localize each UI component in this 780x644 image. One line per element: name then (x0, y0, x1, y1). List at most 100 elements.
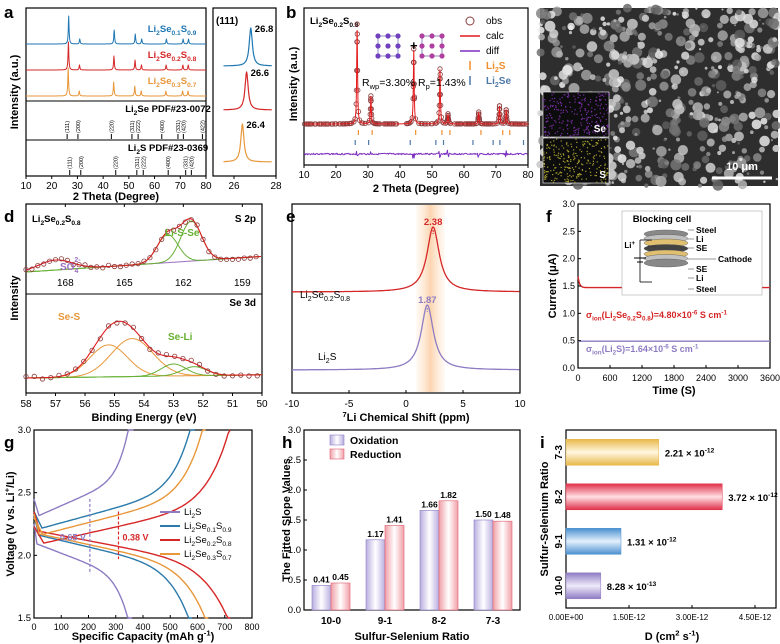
element-map-dot (586, 126, 588, 128)
x-tick-label: 3.00E-12 (676, 613, 709, 622)
sem-particle (638, 164, 643, 169)
element-map-dot (557, 173, 559, 175)
element-map-dot (578, 127, 580, 129)
sem-particle (748, 66, 757, 75)
sem-particle (606, 79, 609, 83)
data-label: 1.50 (475, 509, 492, 519)
crystal-icon (419, 33, 445, 59)
sem-particle (625, 140, 636, 150)
element-map-dot (545, 121, 547, 123)
label-part: Se (195, 535, 207, 546)
sem-particle (568, 83, 580, 94)
sem-particle (734, 131, 744, 142)
sem-particle (580, 66, 584, 70)
sem-particle (538, 72, 547, 81)
sem-particle (723, 168, 734, 179)
element-map-dot (607, 94, 610, 97)
y-tick-label: 2.5 (288, 455, 301, 466)
data-point (114, 320, 120, 326)
element-map-dot (587, 141, 589, 143)
label-part: 0.9 (222, 527, 232, 534)
element-map-dot (576, 163, 578, 165)
label-part: 2 (613, 350, 617, 357)
element-map-dot (547, 134, 549, 137)
sem-particle (617, 172, 627, 182)
cell-layer (643, 258, 689, 268)
element-map-dot (587, 153, 589, 155)
sem-particle (688, 99, 694, 105)
sem-particle (692, 102, 703, 113)
element-map-dot (566, 173, 568, 175)
label-part: S (499, 61, 506, 72)
data-point (147, 255, 153, 261)
element-map-dot (601, 128, 603, 130)
element-map-dot (577, 129, 580, 131)
element-map-dot (593, 145, 595, 147)
element-map-dot (587, 160, 590, 162)
sem-particle (587, 51, 594, 58)
sem-particle (606, 22, 611, 26)
inset-layer-label: SE (696, 243, 708, 253)
element-map-dot (606, 168, 608, 170)
sem-particle (721, 136, 728, 143)
label-part: 0.8 (187, 56, 197, 63)
element-map-dot (560, 155, 562, 157)
reference-hkl: (200) (76, 120, 82, 133)
element-map-dot (594, 114, 596, 117)
sem-particle (631, 29, 637, 35)
element-map-dot (543, 156, 546, 158)
crystal-atom (395, 43, 401, 49)
sem-particle (677, 145, 689, 156)
reference-hkl: (111) (68, 157, 74, 169)
element-map-label: S (599, 170, 606, 181)
label-part: /Li) (5, 471, 17, 488)
element-map-dot (544, 131, 546, 133)
element-map-dot (587, 103, 589, 105)
data-point (238, 372, 244, 378)
sem-particle (625, 102, 629, 106)
reference-hkl: (311) (130, 120, 136, 133)
element-map-dot (581, 163, 583, 165)
sem-particle (636, 146, 644, 155)
sem-particle (686, 131, 692, 137)
element-map-dot (567, 145, 569, 147)
sem-particle (613, 19, 617, 23)
sem-particle (644, 165, 651, 172)
element-map-dot (569, 106, 572, 108)
element-map-dot (588, 123, 591, 125)
element-map-dot (543, 151, 545, 153)
element-map-dot (593, 155, 596, 157)
element-map-dot (583, 94, 585, 96)
element-map-dot (584, 143, 586, 145)
element-map-dot (597, 143, 599, 145)
element-map-dot (577, 131, 579, 133)
element-map-dot (559, 115, 561, 117)
element-map-dot (544, 176, 546, 178)
element-map-dot (591, 121, 593, 123)
label-part: 8.28 × 10 (607, 582, 647, 593)
element-map-dot (584, 140, 586, 142)
element-map-dot (573, 169, 575, 171)
element-map-dot (547, 166, 549, 168)
label-part: 0.7 (222, 555, 232, 562)
sem-particle (642, 57, 653, 69)
element-map-dot (593, 158, 595, 160)
element-map-dot (574, 98, 576, 100)
y-tick-label: 3.0 (288, 425, 301, 436)
element-map-dot (556, 101, 558, 103)
element-map-dot (605, 93, 607, 95)
y-tick-label: 10-0 (554, 575, 565, 595)
element-map-dot (595, 120, 598, 123)
label-part: Li (318, 352, 326, 363)
label-part: 2 (495, 82, 499, 89)
element-map-dot (581, 118, 583, 120)
series-line (223, 123, 272, 163)
element-map-dot (543, 157, 545, 159)
inset-layer-label: Cathode (718, 254, 752, 264)
label-part: 7 (342, 410, 346, 419)
sem-particle (606, 62, 611, 67)
element-map-dot (584, 131, 586, 133)
reference-hkl: (331) (184, 156, 190, 169)
element-map-dot (595, 121, 597, 123)
sem-particle (759, 146, 765, 153)
